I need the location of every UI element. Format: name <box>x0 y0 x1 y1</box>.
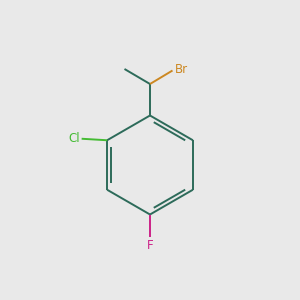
Text: Cl: Cl <box>68 132 80 145</box>
Text: Br: Br <box>175 63 188 76</box>
Text: F: F <box>147 239 153 252</box>
